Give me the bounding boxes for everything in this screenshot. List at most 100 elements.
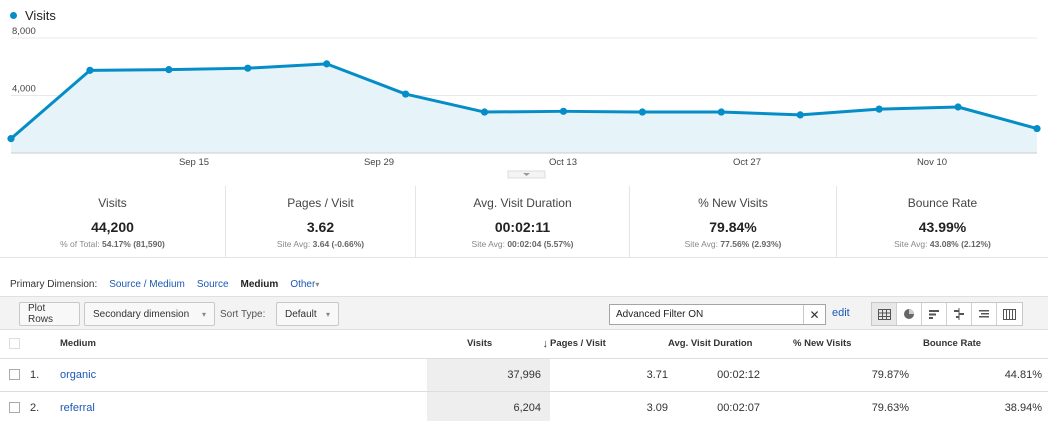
y-tick-label: 4,000 — [12, 84, 36, 95]
scorecard-sub-value: 43.08% (2.12%) — [929, 239, 991, 249]
table-view-switcher — [871, 302, 1023, 326]
visits-data-point — [323, 60, 331, 68]
scorecard-subtext: % of Total: 54.17% (81,590) — [0, 239, 225, 249]
visits-data-point — [7, 135, 15, 143]
primary-dimension-label: Primary Dimension: — [10, 279, 98, 290]
scorecard-sub-value: 00:02:04 (5.57%) — [507, 239, 574, 249]
row-checkbox[interactable] — [9, 369, 20, 381]
scorecard-title: Visits — [98, 196, 127, 210]
dimension-other-label: Other — [290, 279, 316, 290]
performance-view-button[interactable] — [922, 303, 947, 325]
scorecard-bounce-rate: Bounce Rate 43.99% Site Avg: 43.08% (2.1… — [837, 186, 1048, 257]
filter-input[interactable] — [610, 309, 803, 320]
legend-label: Visits — [25, 8, 56, 23]
visits-data-point — [559, 107, 568, 115]
scorecard-title: Bounce Rate — [907, 196, 978, 210]
caret-down-icon: ▾ — [325, 309, 330, 319]
scorecard-sub-label: Site Avg: — [471, 239, 505, 249]
row-bounce-rate: 38.94% — [923, 391, 1048, 421]
scorecard-sub-label: Site Avg: — [276, 239, 311, 249]
visits-header-label: Visits — [467, 337, 493, 349]
x-tick-label: Sep 29 — [364, 157, 394, 168]
plot-rows-button[interactable]: Plot Rows — [19, 302, 80, 326]
clear-filter-icon[interactable]: ✕ — [803, 305, 825, 324]
y-tick-label: 8,000 — [12, 26, 36, 37]
scorecard-sub-value: 3.64 (-0.66%) — [312, 239, 365, 249]
sort-type-value: Default — [285, 308, 317, 320]
select-all-checkbox[interactable] — [9, 338, 20, 350]
column-header-medium[interactable]: Medium — [52, 330, 427, 359]
pie-view-button[interactable] — [897, 303, 922, 325]
row-checkbox-cell — [0, 391, 30, 421]
table-toolbar: Plot Rows Secondary dimension ▾ Sort Typ… — [0, 296, 1048, 330]
scorecard-value: 00:02:11 — [494, 219, 551, 235]
row-visits: 6,204 — [427, 391, 550, 421]
sort-type-label: Sort Type: — [220, 309, 266, 320]
row-checkbox[interactable] — [9, 402, 20, 414]
column-header-bounce-rate[interactable]: Bounce Rate — [923, 330, 1048, 359]
comparison-icon — [954, 308, 964, 320]
primary-dimension-bar: Primary Dimension: Source / Medium Sourc… — [10, 279, 319, 290]
visits-data-point — [875, 105, 883, 113]
pivot-table-icon — [1003, 308, 1016, 320]
scorecard-subtext: Site Avg: 3.64 (-0.66%) — [226, 239, 415, 249]
medium-link[interactable]: referral — [60, 401, 95, 414]
column-header-new-visits[interactable]: % New Visits — [793, 330, 923, 359]
scorecard-row: Visits 44,200 % of Total: 54.17% (81,590… — [0, 186, 1048, 258]
visits-data-point — [480, 108, 489, 116]
scorecard-sub-value: 77.56% (2.93%) — [720, 239, 782, 249]
scorecard-value: 44,200 — [91, 219, 134, 235]
row-rank: 2. — [30, 391, 52, 421]
caret-down-icon: ▾ — [315, 280, 320, 289]
chart-legend: Visits — [10, 8, 56, 23]
select-all-cell — [0, 330, 30, 359]
dimension-link-source-medium[interactable]: Source / Medium — [109, 279, 185, 290]
rank-header — [30, 330, 52, 359]
scorecard-sub-label: % of Total: — [60, 239, 100, 249]
pivot-view-button[interactable] — [997, 303, 1022, 325]
column-header-avg-duration[interactable]: Avg. Visit Duration — [668, 330, 793, 359]
scorecard-subtext: Site Avg: 77.56% (2.93%) — [630, 239, 836, 249]
grid-table-icon — [877, 308, 891, 320]
row-medium-cell: organic — [52, 358, 427, 392]
visits-data-point — [638, 108, 646, 116]
visits-data-point — [954, 103, 962, 111]
medium-link[interactable]: organic — [60, 368, 97, 381]
column-header-visits[interactable]: Visits ↓ — [427, 330, 550, 359]
edit-filter-link[interactable]: edit — [832, 307, 850, 319]
comparison-view-button[interactable] — [947, 303, 972, 325]
secondary-dimension-dropdown[interactable]: Secondary dimension ▾ — [84, 302, 215, 326]
scorecard-new-visits: % New Visits 79.84% Site Avg: 77.56% (2.… — [630, 186, 837, 257]
x-tick-label: Sep 15 — [179, 157, 209, 168]
visits-data-point — [1033, 124, 1041, 133]
scorecard-pages-visit: Pages / Visit 3.62 Site Avg: 3.64 (-0.66… — [226, 186, 416, 257]
scorecard-value: 43.99% — [918, 219, 967, 235]
visits-data-point — [244, 64, 252, 72]
chart-plot-area: 8,000 4,000 Sep 15 Sep 29 Oct 13 Oct 27 Nov 10 — [7, 26, 1041, 179]
scorecard-title: Pages / Visit — [287, 196, 354, 210]
scorecard-avg-duration: Avg. Visit Duration 00:02:11 Site Avg: 0… — [416, 186, 630, 257]
sort-type-dropdown[interactable]: Default ▾ — [276, 302, 339, 326]
visits-data-point — [796, 111, 804, 119]
row-medium-cell: referral — [52, 391, 427, 421]
data-table-view-button[interactable] — [872, 303, 897, 325]
term-cloud-view-button[interactable] — [972, 303, 997, 325]
column-header-pages-visit[interactable]: Pages / Visit — [550, 330, 668, 359]
visits-data-point — [165, 66, 173, 74]
chevron-down-icon — [523, 173, 530, 176]
row-rank: 1. — [30, 358, 52, 392]
scorecard-title: Avg. Visit Duration — [473, 196, 572, 210]
caret-down-icon: ▾ — [201, 309, 206, 319]
plot-rows-label: Plot Rows — [28, 303, 54, 325]
scorecard-sub-label: Site Avg: — [684, 239, 719, 249]
dimension-link-source[interactable]: Source — [196, 279, 229, 290]
row-avg-duration: 00:02:07 — [668, 391, 793, 421]
x-tick-label: Oct 27 — [733, 157, 761, 168]
row-pages-visit: 3.09 — [550, 391, 668, 421]
dimension-other-dropdown[interactable]: Other▾ — [290, 279, 319, 290]
scorecard-subtext: Site Avg: 00:02:04 (5.57%) — [416, 239, 629, 249]
visits-data-point — [86, 66, 94, 74]
row-new-visits: 79.63% — [793, 391, 923, 421]
visits-data-point — [402, 90, 410, 98]
visits-chart: Visits 8,000 4,000 Sep 15 Sep 29 Oct 13 Oct 2… — [0, 0, 1048, 180]
